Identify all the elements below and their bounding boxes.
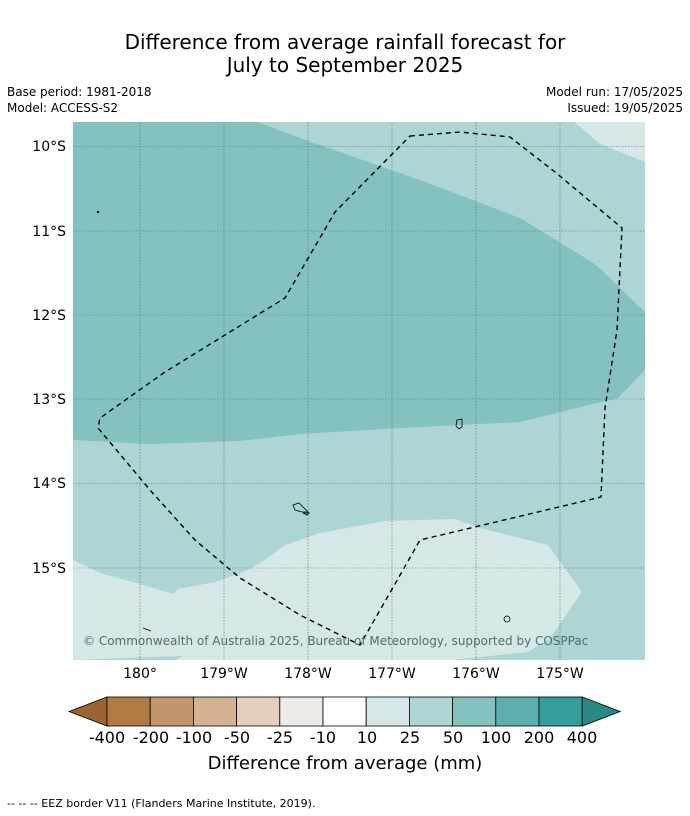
base-period-text: Base period: 1981-2018	[7, 85, 152, 99]
island-east	[455, 418, 463, 430]
graticule	[73, 122, 645, 660]
latitude-labels: 10°S 11°S 12°S 13°S 14°S 15°S	[32, 139, 66, 577]
lat-label: 10°S	[32, 139, 66, 155]
lat-label: 11°S	[32, 224, 66, 240]
island-central	[292, 502, 309, 513]
colorbar-swatch	[236, 696, 281, 727]
meta-left: Base period: 1981-2018 Model: ACCESS-S2	[7, 84, 152, 116]
issued-text: Issued: 19/05/2025	[567, 101, 683, 115]
colorbar-tick: -25	[266, 728, 294, 747]
colorbar-swatch	[322, 696, 367, 727]
colorbar-tick: 200	[523, 728, 555, 747]
map-area: © Commonwealth of Australia 2025, Bureau…	[73, 122, 645, 660]
lat-label: 13°S	[32, 392, 66, 408]
colorbar-swatch	[538, 696, 583, 727]
lon-label: 176°W	[452, 666, 500, 682]
island-southeast	[503, 615, 511, 623]
model-text: Model: ACCESS-S2	[7, 101, 119, 115]
lat-label: 12°S	[32, 308, 66, 324]
colorbar-title: Difference from average (mm)	[207, 753, 483, 774]
lon-label: 178°W	[284, 666, 332, 682]
colorbar-swatch	[365, 696, 410, 727]
rainfall-band-10-25-northeast	[574, 122, 645, 162]
island-small	[302, 512, 310, 516]
colorbar-extend-high	[581, 696, 622, 727]
colorbar	[67, 696, 622, 727]
colorbar-swatch	[149, 696, 194, 727]
lat-label: 15°S	[32, 561, 66, 577]
colorbar-swatch	[452, 696, 497, 727]
lon-label: 179°W	[200, 666, 248, 682]
lat-label: 14°S	[32, 476, 66, 492]
model-run-text: Model run: 17/05/2025	[545, 85, 683, 99]
colorbar-tick: 10	[356, 728, 378, 747]
title-line-2: July to September 2025	[226, 53, 464, 77]
map-svg: © Commonwealth of Australia 2025, Bureau…	[32, 122, 645, 682]
colorbar-tick: 400	[566, 728, 598, 747]
colorbar-tick: -50	[223, 728, 251, 747]
colorbar-swatch	[408, 696, 453, 727]
colorbar-extend-low	[67, 696, 108, 727]
colorbar-tick: 100	[480, 728, 512, 747]
colorbar-tick: -400	[88, 728, 126, 747]
colorbar-tick: -200	[132, 728, 170, 747]
chart-title: Difference from average rainfall forecas…	[0, 31, 690, 77]
lon-label: 180°	[123, 666, 157, 682]
island-northwest	[96, 210, 100, 214]
colorbar-swatch	[279, 696, 324, 727]
colorbar-tick: 25	[399, 728, 421, 747]
lon-label: 175°W	[536, 666, 584, 682]
rainfall-band-10-25-south	[73, 519, 582, 660]
longitude-labels: 180° 179°W 178°W 177°W 176°W 175°W	[123, 666, 584, 682]
lon-label: 177°W	[368, 666, 416, 682]
copyright-text: © Commonwealth of Australia 2025, Bureau…	[83, 634, 588, 648]
colorbar-tick: 50	[442, 728, 464, 747]
footnote: -- -- -- EEZ border V11 (Flanders Marine…	[7, 797, 316, 810]
islands	[96, 210, 511, 632]
island-southwest	[142, 627, 152, 632]
colorbar-swatch	[192, 696, 237, 727]
meta-right: Model run: 17/05/2025 Issued: 19/05/2025	[546, 84, 683, 116]
rainfall-band-50-100	[73, 122, 645, 444]
colorbar-swatch	[495, 696, 540, 727]
eez-border	[97, 131, 623, 646]
colorbar-swatch	[106, 696, 151, 727]
colorbar-tick: -100	[175, 728, 213, 747]
title-line-1: Difference from average rainfall forecas…	[124, 30, 566, 54]
colorbar-tick: -10	[309, 728, 337, 747]
